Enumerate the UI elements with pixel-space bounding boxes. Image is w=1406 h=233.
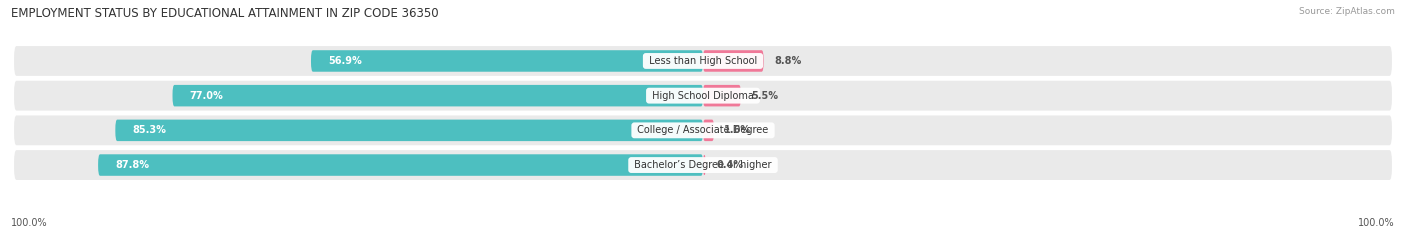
Text: EMPLOYMENT STATUS BY EDUCATIONAL ATTAINMENT IN ZIP CODE 36350: EMPLOYMENT STATUS BY EDUCATIONAL ATTAINM… [11, 7, 439, 20]
Text: Less than High School: Less than High School [645, 56, 761, 66]
FancyBboxPatch shape [14, 115, 1392, 145]
Text: 1.6%: 1.6% [724, 125, 751, 135]
Text: College / Associate Degree: College / Associate Degree [634, 125, 772, 135]
FancyBboxPatch shape [14, 81, 1392, 111]
Text: Source: ZipAtlas.com: Source: ZipAtlas.com [1299, 7, 1395, 16]
FancyBboxPatch shape [14, 150, 1392, 180]
Text: 87.8%: 87.8% [115, 160, 149, 170]
FancyBboxPatch shape [14, 46, 1392, 76]
Text: 77.0%: 77.0% [190, 91, 224, 101]
Text: 85.3%: 85.3% [132, 125, 166, 135]
FancyBboxPatch shape [703, 50, 763, 72]
FancyBboxPatch shape [173, 85, 703, 106]
Text: 0.4%: 0.4% [716, 160, 744, 170]
Text: High School Diploma: High School Diploma [650, 91, 756, 101]
FancyBboxPatch shape [98, 154, 703, 176]
FancyBboxPatch shape [311, 50, 703, 72]
Text: 5.5%: 5.5% [751, 91, 779, 101]
Text: 56.9%: 56.9% [328, 56, 361, 66]
Text: 8.8%: 8.8% [773, 56, 801, 66]
FancyBboxPatch shape [703, 154, 706, 176]
Text: Bachelor’s Degree or higher: Bachelor’s Degree or higher [631, 160, 775, 170]
Text: 100.0%: 100.0% [1358, 218, 1395, 228]
FancyBboxPatch shape [115, 120, 703, 141]
Text: 100.0%: 100.0% [11, 218, 48, 228]
FancyBboxPatch shape [703, 120, 714, 141]
FancyBboxPatch shape [703, 85, 741, 106]
